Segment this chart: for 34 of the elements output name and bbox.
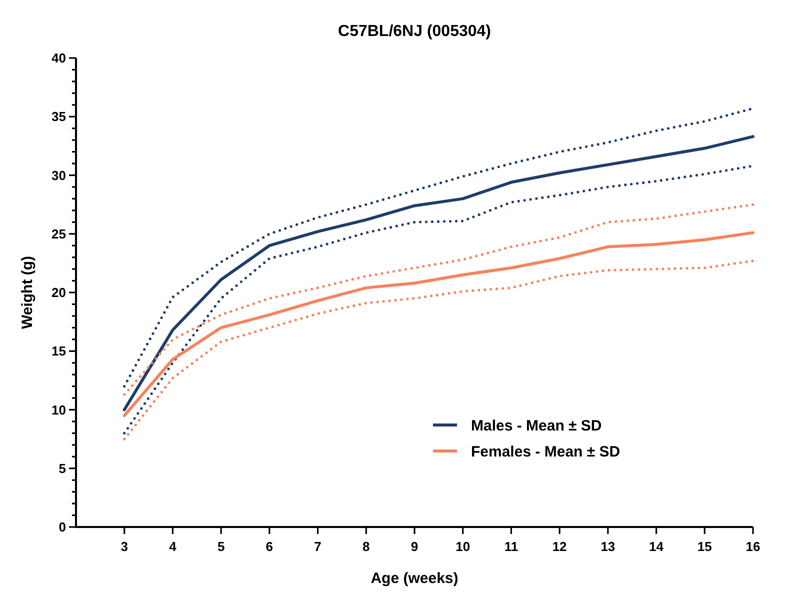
y-tick-label: 25: [52, 226, 66, 242]
x-tick-label: 14: [649, 539, 664, 554]
y-tick-label: 15: [52, 344, 66, 359]
y-tick-label: 10: [52, 402, 66, 418]
line-series: [122, 135, 754, 412]
line-series: [123, 164, 754, 434]
y-tick-label: 30: [52, 168, 66, 183]
x-tick-label: 6: [266, 539, 274, 554]
x-tick-label: 5: [217, 539, 225, 554]
line-series: [123, 107, 754, 388]
x-tick-label: 13: [600, 539, 616, 554]
x-tick-label: 12: [552, 539, 567, 554]
x-tick-label: 15: [697, 539, 712, 554]
x-axis-title: Age (weeks): [370, 570, 458, 587]
x-tick-label: 16: [746, 539, 760, 554]
y-tick-label: 5: [58, 460, 66, 476]
chart-title: C57BL/6NJ (005304): [338, 23, 491, 40]
x-tick-label: 9: [410, 539, 418, 554]
line-series: [123, 260, 754, 440]
x-tick-label: 8: [362, 539, 370, 554]
x-tick-label: 10: [456, 539, 470, 554]
y-tick-label: 40: [52, 50, 66, 66]
line-series: [123, 203, 754, 396]
x-tick-label: 3: [120, 539, 128, 554]
x-tick-label: 11: [504, 539, 518, 554]
x-tick-label: 7: [314, 539, 322, 554]
line-series: [122, 231, 754, 418]
legend-label: Females - Mean ± SD: [471, 443, 620, 460]
y-tick-label: 20: [52, 285, 66, 300]
y-tick-label: 0: [58, 520, 66, 535]
legend-label: Males - Mean ± SD: [471, 417, 602, 434]
x-tick-label: 4: [169, 539, 178, 554]
y-tick-label: 35: [52, 109, 66, 124]
y-axis-title: Weight (g): [19, 256, 36, 330]
